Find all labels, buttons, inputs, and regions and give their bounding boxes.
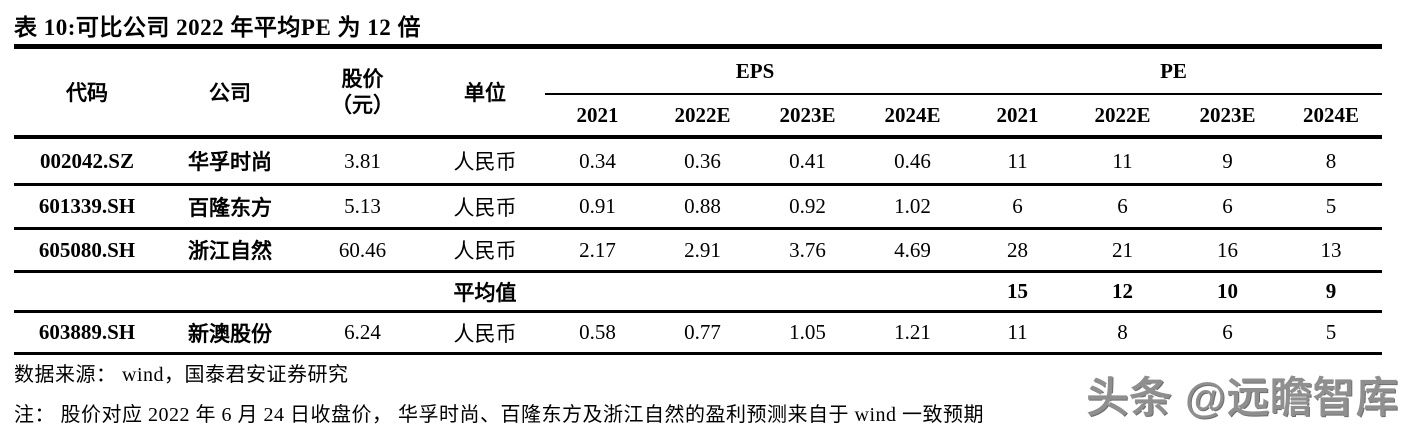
- column-group-headers: EPS PE: [545, 49, 1382, 95]
- currency-unit: 人民币: [453, 195, 517, 220]
- stock-price: 3.81: [344, 148, 381, 173]
- stock-code: 605080.SH: [38, 237, 136, 262]
- average-row: 平均值 15 12 10 9: [14, 273, 1382, 313]
- pe-year-header: 2022E: [1094, 102, 1151, 127]
- company-name: 新澳股份: [188, 321, 272, 346]
- pe-value: 6: [1222, 194, 1233, 218]
- table-row: 002042.SZ 华孚时尚 3.81 人民币 0.34 0.36 0.41 0…: [14, 139, 1382, 186]
- column-header-price-line1: 股价: [341, 66, 384, 91]
- column-header-price: 股价 （元）: [300, 66, 425, 119]
- pe-value: 11: [1007, 148, 1028, 173]
- eps-value: 0.58: [579, 320, 616, 344]
- eps-value: 2.91: [684, 237, 721, 262]
- eps-year-header: 2023E: [779, 102, 836, 127]
- eps-year-header: 2024E: [884, 102, 941, 127]
- average-pe-value: 15: [1007, 279, 1028, 303]
- eps-value: 1.02: [894, 194, 931, 218]
- eps-value: 0.77: [684, 320, 721, 344]
- pe-value: 28: [1007, 237, 1028, 262]
- pe-value: 5: [1325, 194, 1337, 218]
- eps-value: 0.88: [684, 194, 721, 218]
- pe-value: 11: [1112, 148, 1133, 173]
- pe-value: 13: [1320, 237, 1342, 262]
- stock-price: 60.46: [338, 237, 387, 262]
- column-group-eps: EPS: [735, 58, 775, 83]
- table-header: 代码 公司 股价 （元） 单位 EPS PE 2021 2022E 2023E …: [14, 49, 1382, 139]
- comparable-companies-table: 代码 公司 股价 （元） 单位 EPS PE 2021 2022E 2023E …: [14, 44, 1382, 355]
- eps-value: 0.41: [789, 148, 826, 173]
- pe-value: 16: [1217, 237, 1238, 262]
- table-row: 605080.SH 浙江自然 60.46 人民币 2.17 2.91 3.76 …: [14, 230, 1382, 273]
- company-name: 百隆东方: [188, 195, 272, 220]
- pe-value: 6: [1222, 320, 1233, 344]
- eps-value: 0.46: [894, 148, 931, 173]
- pe-value: 6: [1012, 194, 1023, 218]
- table-row: 603889.SH 新澳股份 6.24 人民币 0.58 0.77 1.05 1…: [14, 313, 1382, 355]
- eps-value: 1.21: [894, 320, 931, 344]
- stock-price: 5.13: [344, 194, 381, 218]
- average-pe-value: 12: [1112, 279, 1133, 303]
- pe-value: 8: [1325, 148, 1337, 173]
- eps-value: 0.36: [684, 148, 721, 173]
- currency-unit: 人民币: [453, 150, 517, 174]
- eps-year-header: 2021: [576, 102, 619, 127]
- table-title: 表 10:可比公司 2022 年平均PE 为 12 倍: [14, 15, 422, 40]
- column-header-price-line2: （元）: [331, 93, 394, 117]
- stock-code: 603889.SH: [38, 320, 136, 344]
- column-header-unit: 单位: [464, 81, 506, 105]
- pe-value: 6: [1117, 194, 1128, 218]
- pe-year-header: 2024E: [1302, 102, 1359, 127]
- eps-value: 1.05: [789, 320, 826, 344]
- stock-code: 601339.SH: [38, 194, 136, 218]
- pe-value: 21: [1112, 237, 1133, 262]
- eps-year-header: 2022E: [674, 102, 731, 127]
- column-header-code: 代码: [66, 81, 108, 105]
- stock-code: 002042.SZ: [40, 148, 134, 173]
- average-label: 平均值: [453, 280, 517, 305]
- eps-value: 3.76: [789, 237, 826, 262]
- footnote: 注： 股价对应 2022 年 6 月 24 日收盘价， 华孚时尚、百隆东方及浙江…: [14, 404, 984, 426]
- pe-value: 11: [1007, 320, 1028, 344]
- pe-year-header: 2023E: [1199, 102, 1256, 127]
- pe-value: 5: [1325, 320, 1337, 344]
- currency-unit: 人民币: [453, 321, 517, 346]
- average-pe-value: 10: [1217, 279, 1238, 303]
- pe-year-header: 2021: [996, 102, 1039, 127]
- average-pe-value: 9: [1325, 279, 1337, 303]
- eps-value: 4.69: [894, 237, 931, 262]
- eps-value: 0.92: [789, 194, 826, 218]
- eps-value: 0.34: [579, 148, 616, 173]
- stock-price: 6.24: [344, 320, 381, 344]
- pe-value: 9: [1222, 148, 1233, 173]
- company-name: 浙江自然: [188, 239, 272, 263]
- pe-value: 8: [1117, 320, 1128, 344]
- column-header-company: 公司: [209, 81, 251, 105]
- table-top-rule: [14, 44, 1382, 49]
- data-source-note: 数据来源： wind，国泰君安证券研究: [14, 364, 349, 386]
- watermark-toutiao-yuanzhan: 头条 @远瞻智库: [1086, 374, 1399, 421]
- table-row: 601339.SH 百隆东方 5.13 人民币 0.91 0.88 0.92 1…: [14, 186, 1382, 230]
- company-name: 华孚时尚: [188, 150, 272, 174]
- currency-unit: 人民币: [453, 239, 517, 263]
- column-group-pe: PE: [1160, 58, 1187, 83]
- eps-value: 0.91: [579, 194, 616, 218]
- eps-value: 2.17: [579, 237, 616, 262]
